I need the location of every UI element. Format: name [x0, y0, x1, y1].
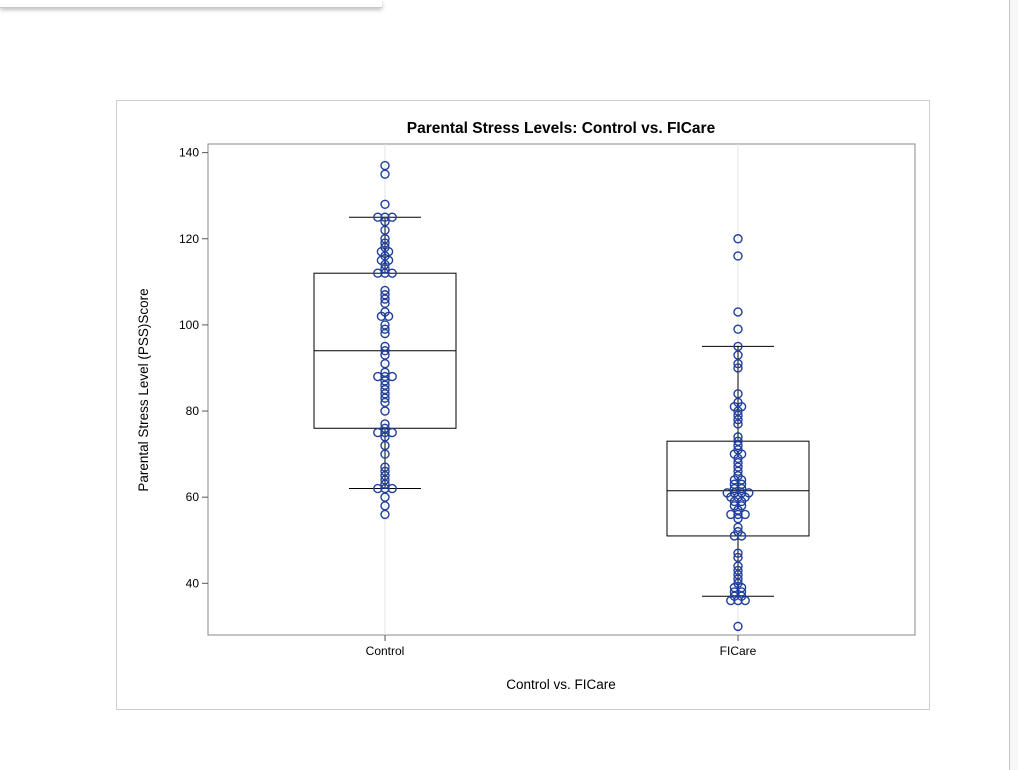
vertical-scrollbar[interactable]: [1009, 0, 1018, 770]
x-tick-label: FICare: [720, 644, 757, 658]
x-tick-label: Control: [366, 644, 405, 658]
data-point: [380, 466, 390, 477]
data-point: [373, 212, 383, 222]
data-point: [373, 268, 383, 278]
data-point: [733, 234, 743, 244]
data-point: [733, 548, 743, 558]
top-panel-edge: [0, 0, 382, 8]
data-point: [380, 320, 390, 330]
data-point: [733, 565, 743, 576]
x-axis-label: Control vs. FICare: [506, 677, 616, 692]
data-point: [373, 483, 383, 494]
data-point: [740, 509, 750, 520]
data-point: [729, 479, 740, 489]
y-axis-label: Parental Stress Level (PSS)Score: [136, 288, 151, 491]
box-plot-svg: Parental Stress Levels: Control vs. FICa…: [136, 120, 916, 692]
data-point: [380, 423, 390, 433]
y-tick-label: 60: [186, 490, 200, 504]
data-points: [373, 160, 754, 632]
data-point: [380, 212, 390, 222]
data-point: [380, 346, 390, 356]
data-point: [736, 587, 747, 597]
data-point: [373, 427, 383, 438]
data-point: [380, 341, 390, 352]
y-tick-label: 80: [186, 404, 200, 418]
data-point: [380, 160, 390, 171]
y-axis: 40 60 80 100 120 140: [179, 146, 208, 590]
data-point: [380, 285, 390, 296]
y-tick-label: 120: [179, 232, 199, 246]
data-point: [733, 432, 743, 442]
data-point: [387, 371, 397, 382]
data-point: [387, 212, 397, 222]
data-point: [380, 462, 390, 472]
data-point: [733, 436, 743, 446]
data-point: [736, 479, 747, 489]
data-point: [744, 488, 754, 498]
data-point: [733, 389, 743, 399]
data-point: [373, 371, 383, 382]
chart-container: Parental Stress Levels: Control vs. FICa…: [116, 100, 930, 710]
y-tick-label: 140: [179, 146, 199, 160]
chart-title: Parental Stress Levels: Control vs. FICa…: [407, 120, 716, 137]
data-point: [733, 307, 743, 317]
data-point: [722, 488, 732, 498]
data-point: [736, 501, 747, 511]
data-point: [733, 324, 743, 334]
data-point: [387, 268, 397, 278]
data-point: [733, 363, 743, 373]
data-point: [387, 427, 397, 438]
data-point: [733, 621, 743, 632]
data-point: [733, 341, 743, 352]
data-point: [733, 509, 743, 520]
data-point: [733, 458, 743, 468]
data-point: [380, 371, 390, 382]
data-point: [726, 509, 736, 520]
data-point: [729, 587, 740, 597]
data-point: [733, 552, 743, 563]
data-point: [380, 238, 390, 248]
y-tick-label: 40: [186, 576, 200, 590]
data-point: [380, 216, 390, 227]
data-point: [380, 419, 390, 429]
data-point: [387, 483, 397, 494]
data-point: [380, 324, 390, 334]
data-point: [380, 264, 390, 274]
data-point: [733, 410, 743, 421]
data-point: [733, 526, 743, 537]
data-point: [729, 501, 740, 511]
data-point: [380, 199, 390, 209]
x-axis: Control FICare: [366, 635, 757, 658]
y-tick-label: 100: [179, 318, 199, 332]
data-point: [733, 251, 743, 261]
data-point: [380, 290, 390, 300]
plot-area: [207, 143, 916, 636]
